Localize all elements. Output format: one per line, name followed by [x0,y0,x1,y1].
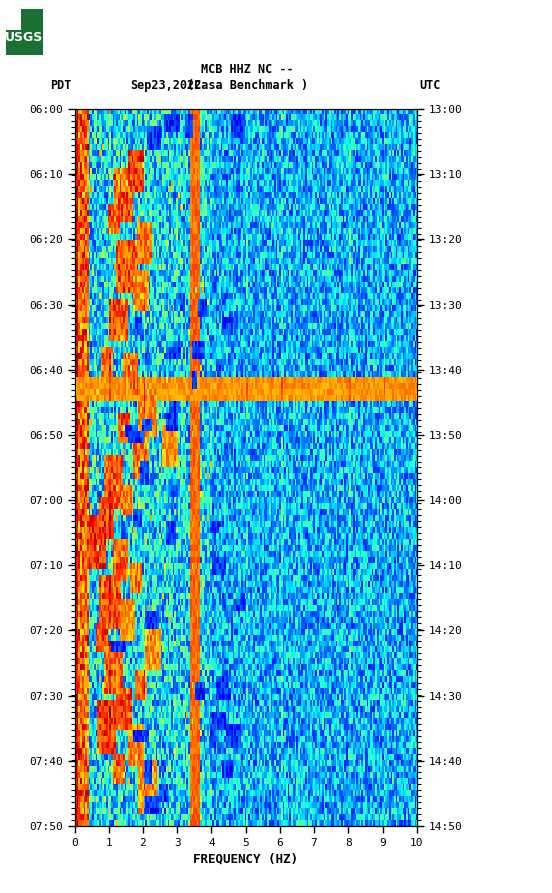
Text: MCB HHZ NC --: MCB HHZ NC -- [201,63,294,76]
Text: PDT: PDT [50,79,72,92]
Bar [6,9,43,55]
Bar [6,9,22,29]
Text: (Casa Benchmark ): (Casa Benchmark ) [187,79,308,92]
Text: Sep23,2022: Sep23,2022 [130,79,201,92]
X-axis label: FREQUENCY (HZ): FREQUENCY (HZ) [193,852,298,865]
Text: UTC: UTC [420,79,441,92]
Text: USGS: USGS [5,31,43,45]
